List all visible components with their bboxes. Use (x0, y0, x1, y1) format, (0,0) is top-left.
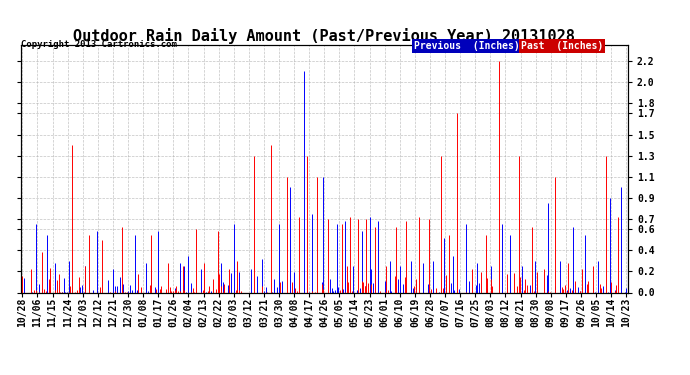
Text: Copyright 2013 Cartronics.com: Copyright 2013 Cartronics.com (21, 40, 177, 49)
Title: Outdoor Rain Daily Amount (Past/Previous Year) 20131028: Outdoor Rain Daily Amount (Past/Previous… (73, 28, 575, 44)
Text: Previous  (Inches): Previous (Inches) (414, 41, 520, 51)
Text: Past  (Inches): Past (Inches) (521, 41, 603, 51)
